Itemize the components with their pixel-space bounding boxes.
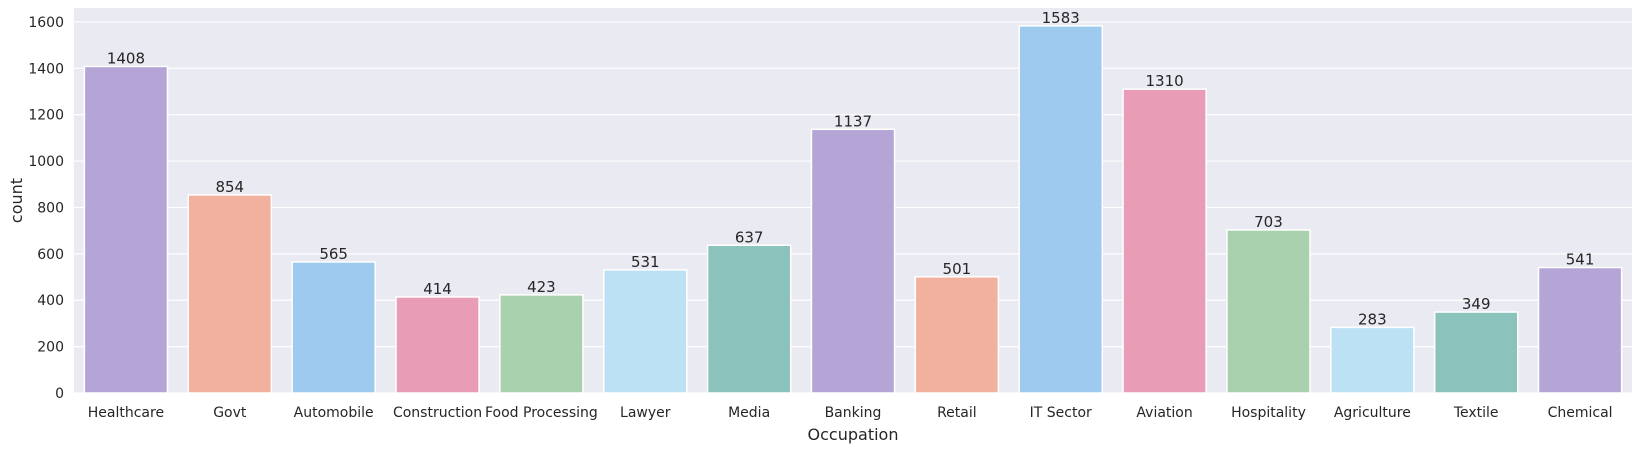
bar-retail (914, 276, 1000, 394)
value-label: 637 (735, 228, 764, 246)
bar-it-sector (1018, 25, 1104, 394)
x-tick-label: Automobile (294, 405, 374, 421)
value-label: 565 (319, 245, 348, 263)
value-label: 1408 (107, 49, 145, 67)
value-label: 283 (1358, 310, 1387, 328)
bar-food-processing (499, 294, 584, 394)
value-labels: 1408 854 565 414 423 531 637 1137 501 1583 1310 703… (107, 9, 1595, 329)
y-tick-label: 400 (37, 293, 64, 309)
value-label: 541 (1566, 251, 1595, 269)
bar-agriculture (1330, 326, 1415, 394)
x-tick-label: Aviation (1136, 405, 1192, 421)
x-tick-label: IT Sector (1030, 405, 1092, 421)
bar-govt (187, 194, 273, 394)
bar-aviation (1122, 88, 1207, 394)
value-label: 501 (943, 260, 972, 278)
y-axis-label: count (7, 178, 26, 223)
bars (83, 25, 1623, 394)
value-label: 423 (527, 278, 556, 296)
x-tick-label: Chemical (1548, 405, 1613, 421)
value-label: 1583 (1042, 9, 1080, 27)
x-tick-label: Construction (393, 405, 482, 421)
x-axis-label: Occupation (808, 425, 899, 444)
bar-lawyer (602, 269, 688, 394)
x-tick-label: Govt (213, 405, 247, 421)
value-label: 703 (1254, 213, 1283, 231)
x-tick-label: Media (728, 405, 770, 421)
bar-construction (395, 296, 480, 394)
x-tick-label: Hospitality (1231, 405, 1306, 421)
value-label: 414 (423, 280, 452, 298)
y-tick-label: 800 (37, 200, 64, 216)
value-label: 854 (215, 178, 244, 196)
y-tick-label: 200 (37, 340, 64, 356)
x-tick-label: Lawyer (620, 405, 671, 421)
bar-banking (810, 128, 896, 394)
value-label: 1137 (834, 112, 872, 130)
bar-hospitality (1226, 229, 1311, 394)
value-label: 531 (631, 253, 660, 271)
x-tick-labels: Healthcare Govt Automobile Construction Food… (88, 405, 1613, 421)
bar-automobile (291, 261, 376, 394)
bar-media (706, 244, 792, 394)
bar-textile (1433, 311, 1519, 394)
y-tick-label: 1200 (28, 108, 64, 124)
x-tick-label: Textile (1453, 405, 1499, 421)
y-tick-label: 600 (37, 247, 64, 263)
bar-healthcare (83, 65, 169, 394)
y-tick-label: 1000 (28, 154, 64, 170)
value-label: 1310 (1146, 72, 1184, 90)
x-tick-label: Food Processing (485, 405, 598, 421)
value-label: 349 (1462, 295, 1491, 313)
x-tick-label: Retail (937, 405, 977, 421)
bar-chemical (1537, 266, 1623, 394)
y-tick-label: 1600 (28, 15, 64, 31)
x-tick-label: Agriculture (1334, 405, 1411, 421)
y-tick-labels: 0 200 400 600 800 1000 1200 1400 1600 (28, 15, 64, 402)
y-tick-label: 0 (55, 386, 64, 402)
y-tick-label: 1400 (28, 61, 64, 77)
x-tick-label: Healthcare (88, 405, 164, 421)
x-tick-label: Banking (825, 405, 882, 421)
